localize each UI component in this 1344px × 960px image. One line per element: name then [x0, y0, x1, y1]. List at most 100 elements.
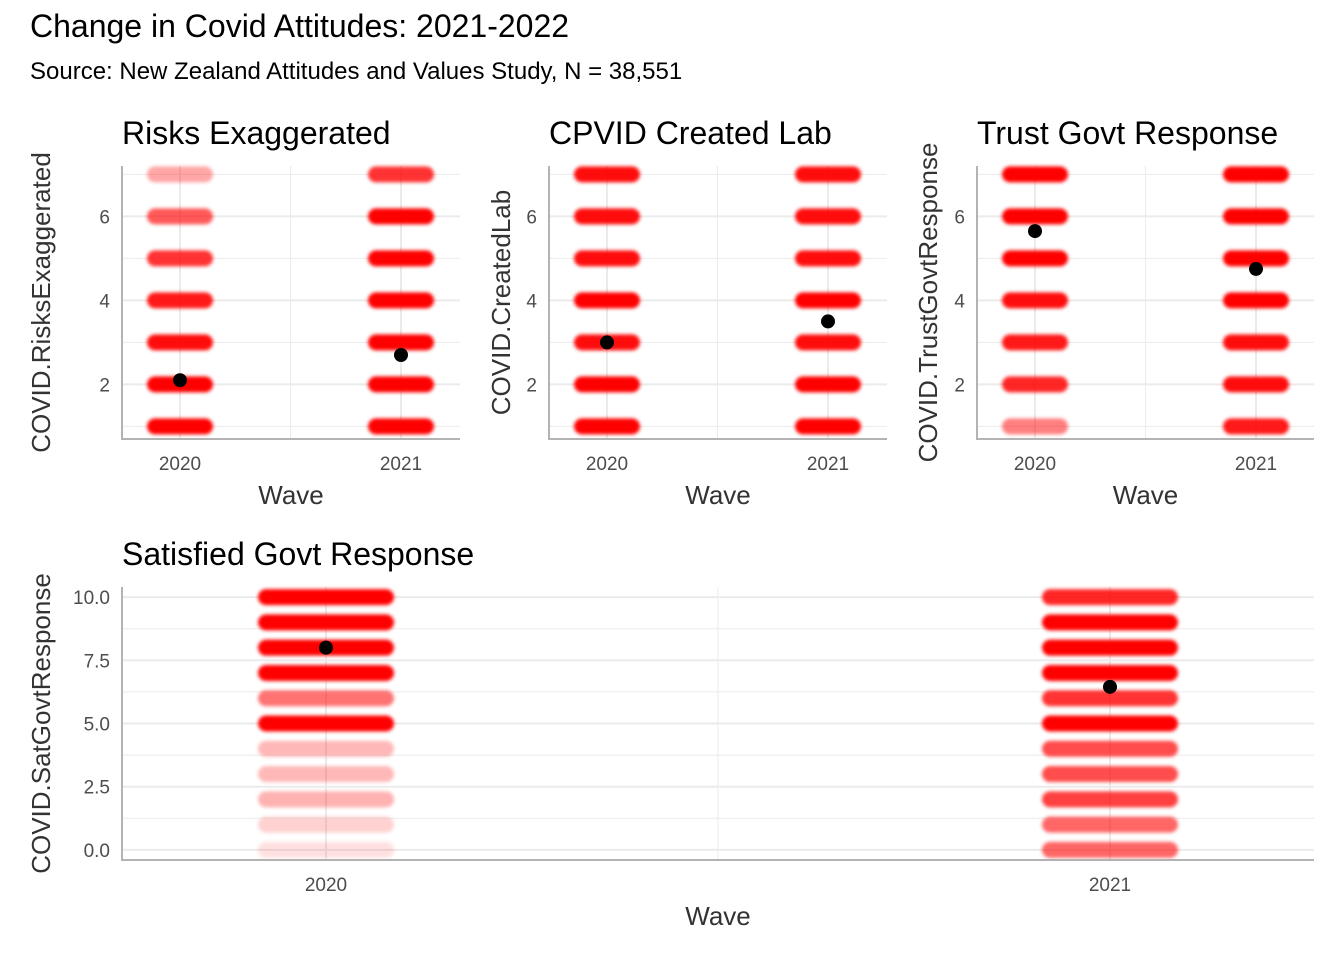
x-axis-label: Wave [685, 901, 751, 931]
x-axis-label: Wave [258, 480, 324, 510]
panel-1: 2 4 6 2020 2021 Risks Exaggerated Wave COVID.Ri… [26, 115, 460, 510]
jitter-band [1002, 166, 1068, 183]
jitter-band [1223, 376, 1289, 393]
jitter-band [258, 690, 394, 707]
y-tick-label: 2 [954, 375, 965, 396]
x-axis-label: Wave [685, 480, 751, 510]
jitter-band [1042, 766, 1178, 783]
mean-point [1028, 224, 1042, 239]
y-tick-label: 10.0 [73, 588, 110, 609]
jitter-band [1042, 614, 1178, 631]
y-tick-label: 6 [954, 207, 965, 228]
jitter-band [1223, 208, 1289, 225]
jitter-band [1002, 418, 1068, 435]
y-tick-label: 6 [526, 207, 537, 228]
panel-title: Risks Exaggerated [122, 115, 391, 151]
mean-point [319, 640, 333, 655]
jitter-band [368, 208, 434, 225]
jitter-band [1042, 664, 1178, 681]
y-tick-label: 4 [954, 291, 965, 312]
x-tick-label: 2021 [807, 454, 849, 475]
jitter-band [1002, 292, 1068, 309]
jitter-band [147, 334, 213, 351]
jitter-band [258, 589, 394, 606]
y-tick-label: 2.5 [84, 778, 110, 799]
jitter-band [368, 376, 434, 393]
y-tick-label: 2 [526, 375, 537, 396]
jitter-band [1223, 418, 1289, 435]
y-axis-label: COVID.CreatedLab [486, 190, 516, 415]
y-tick-label: 4 [526, 291, 537, 312]
jitter-band [1002, 334, 1068, 351]
jitter-band [795, 334, 861, 351]
jitter-band [147, 208, 213, 225]
jitter-band [795, 208, 861, 225]
jitter-band [1223, 334, 1289, 351]
panel-title: CPVID Created Lab [549, 115, 832, 151]
jitter-band [574, 418, 640, 435]
jitter-band [147, 292, 213, 309]
jitter-band [368, 418, 434, 435]
x-tick-label: 2020 [586, 454, 628, 475]
mean-point [600, 335, 614, 350]
jitter-band [574, 376, 640, 393]
y-tick-label: 6 [99, 207, 110, 228]
chart-title: Change in Covid Attitudes: 2021-2022 [30, 8, 570, 44]
jitter-band [1042, 690, 1178, 707]
jitter-band [795, 250, 861, 267]
jitter-band [147, 250, 213, 267]
jitter-band [1042, 740, 1178, 757]
panel-title: Trust Govt Response [977, 115, 1278, 151]
panel-2: 2 4 6 2020 2021 CPVID Created Lab Wave COVID.Cr… [486, 115, 887, 510]
mean-point [394, 348, 408, 362]
panel-3: 2 4 6 2020 2021 Trust Govt Response Wave COVID.… [913, 115, 1314, 510]
chart-subtitle: Source: New Zealand Attitudes and Values… [30, 58, 683, 85]
mean-point [821, 314, 835, 329]
mean-point [1249, 261, 1263, 276]
jitter-band [1042, 841, 1178, 858]
y-axis-label: COVID.TrustGovtResponse [913, 143, 943, 463]
jitter-band [258, 816, 394, 833]
x-tick-label: 2020 [159, 454, 201, 475]
jitter-band [795, 292, 861, 309]
x-tick-label: 2021 [1089, 875, 1131, 896]
jitter-band [147, 166, 213, 183]
jitter-band [1002, 376, 1068, 393]
jitter-band [574, 166, 640, 183]
jitter-band [368, 334, 434, 351]
jitter-band [258, 614, 394, 631]
y-tick-label: 4 [99, 291, 110, 312]
x-axis-label: Wave [1113, 480, 1179, 510]
jitter-band [368, 250, 434, 267]
jitter-band [1223, 166, 1289, 183]
jitter-band [574, 208, 640, 225]
y-tick-label: 7.5 [84, 651, 110, 672]
y-tick-label: 2 [99, 375, 110, 396]
x-tick-label: 2020 [1014, 454, 1056, 475]
jitter-band [574, 292, 640, 309]
jitter-band [1042, 816, 1178, 833]
panel-4: 0.0 2.5 5.0 7.5 10.0 2020 2021 Satisfied Govt R… [26, 536, 1314, 931]
jitter-band [258, 740, 394, 757]
jitter-band [1042, 791, 1178, 808]
jitter-band [1223, 250, 1289, 267]
panel-title: Satisfied Govt Response [122, 536, 474, 572]
jitter-band [1002, 208, 1068, 225]
jitter-band [258, 791, 394, 808]
mean-point [1103, 679, 1117, 694]
x-tick-label: 2021 [380, 454, 422, 475]
y-tick-label: 5.0 [84, 715, 110, 736]
jitter-band [1042, 715, 1178, 732]
jitter-band [574, 250, 640, 267]
mean-point [173, 373, 187, 388]
jitter-band [1002, 250, 1068, 267]
jitter-band [258, 715, 394, 732]
jitter-band [795, 376, 861, 393]
y-axis-label: COVID.RisksExaggerated [26, 152, 56, 453]
y-tick-label: 0.0 [84, 841, 110, 862]
jitter-band [795, 418, 861, 435]
x-tick-label: 2021 [1235, 454, 1277, 475]
jitter-band [258, 766, 394, 783]
jitter-band [258, 841, 394, 858]
